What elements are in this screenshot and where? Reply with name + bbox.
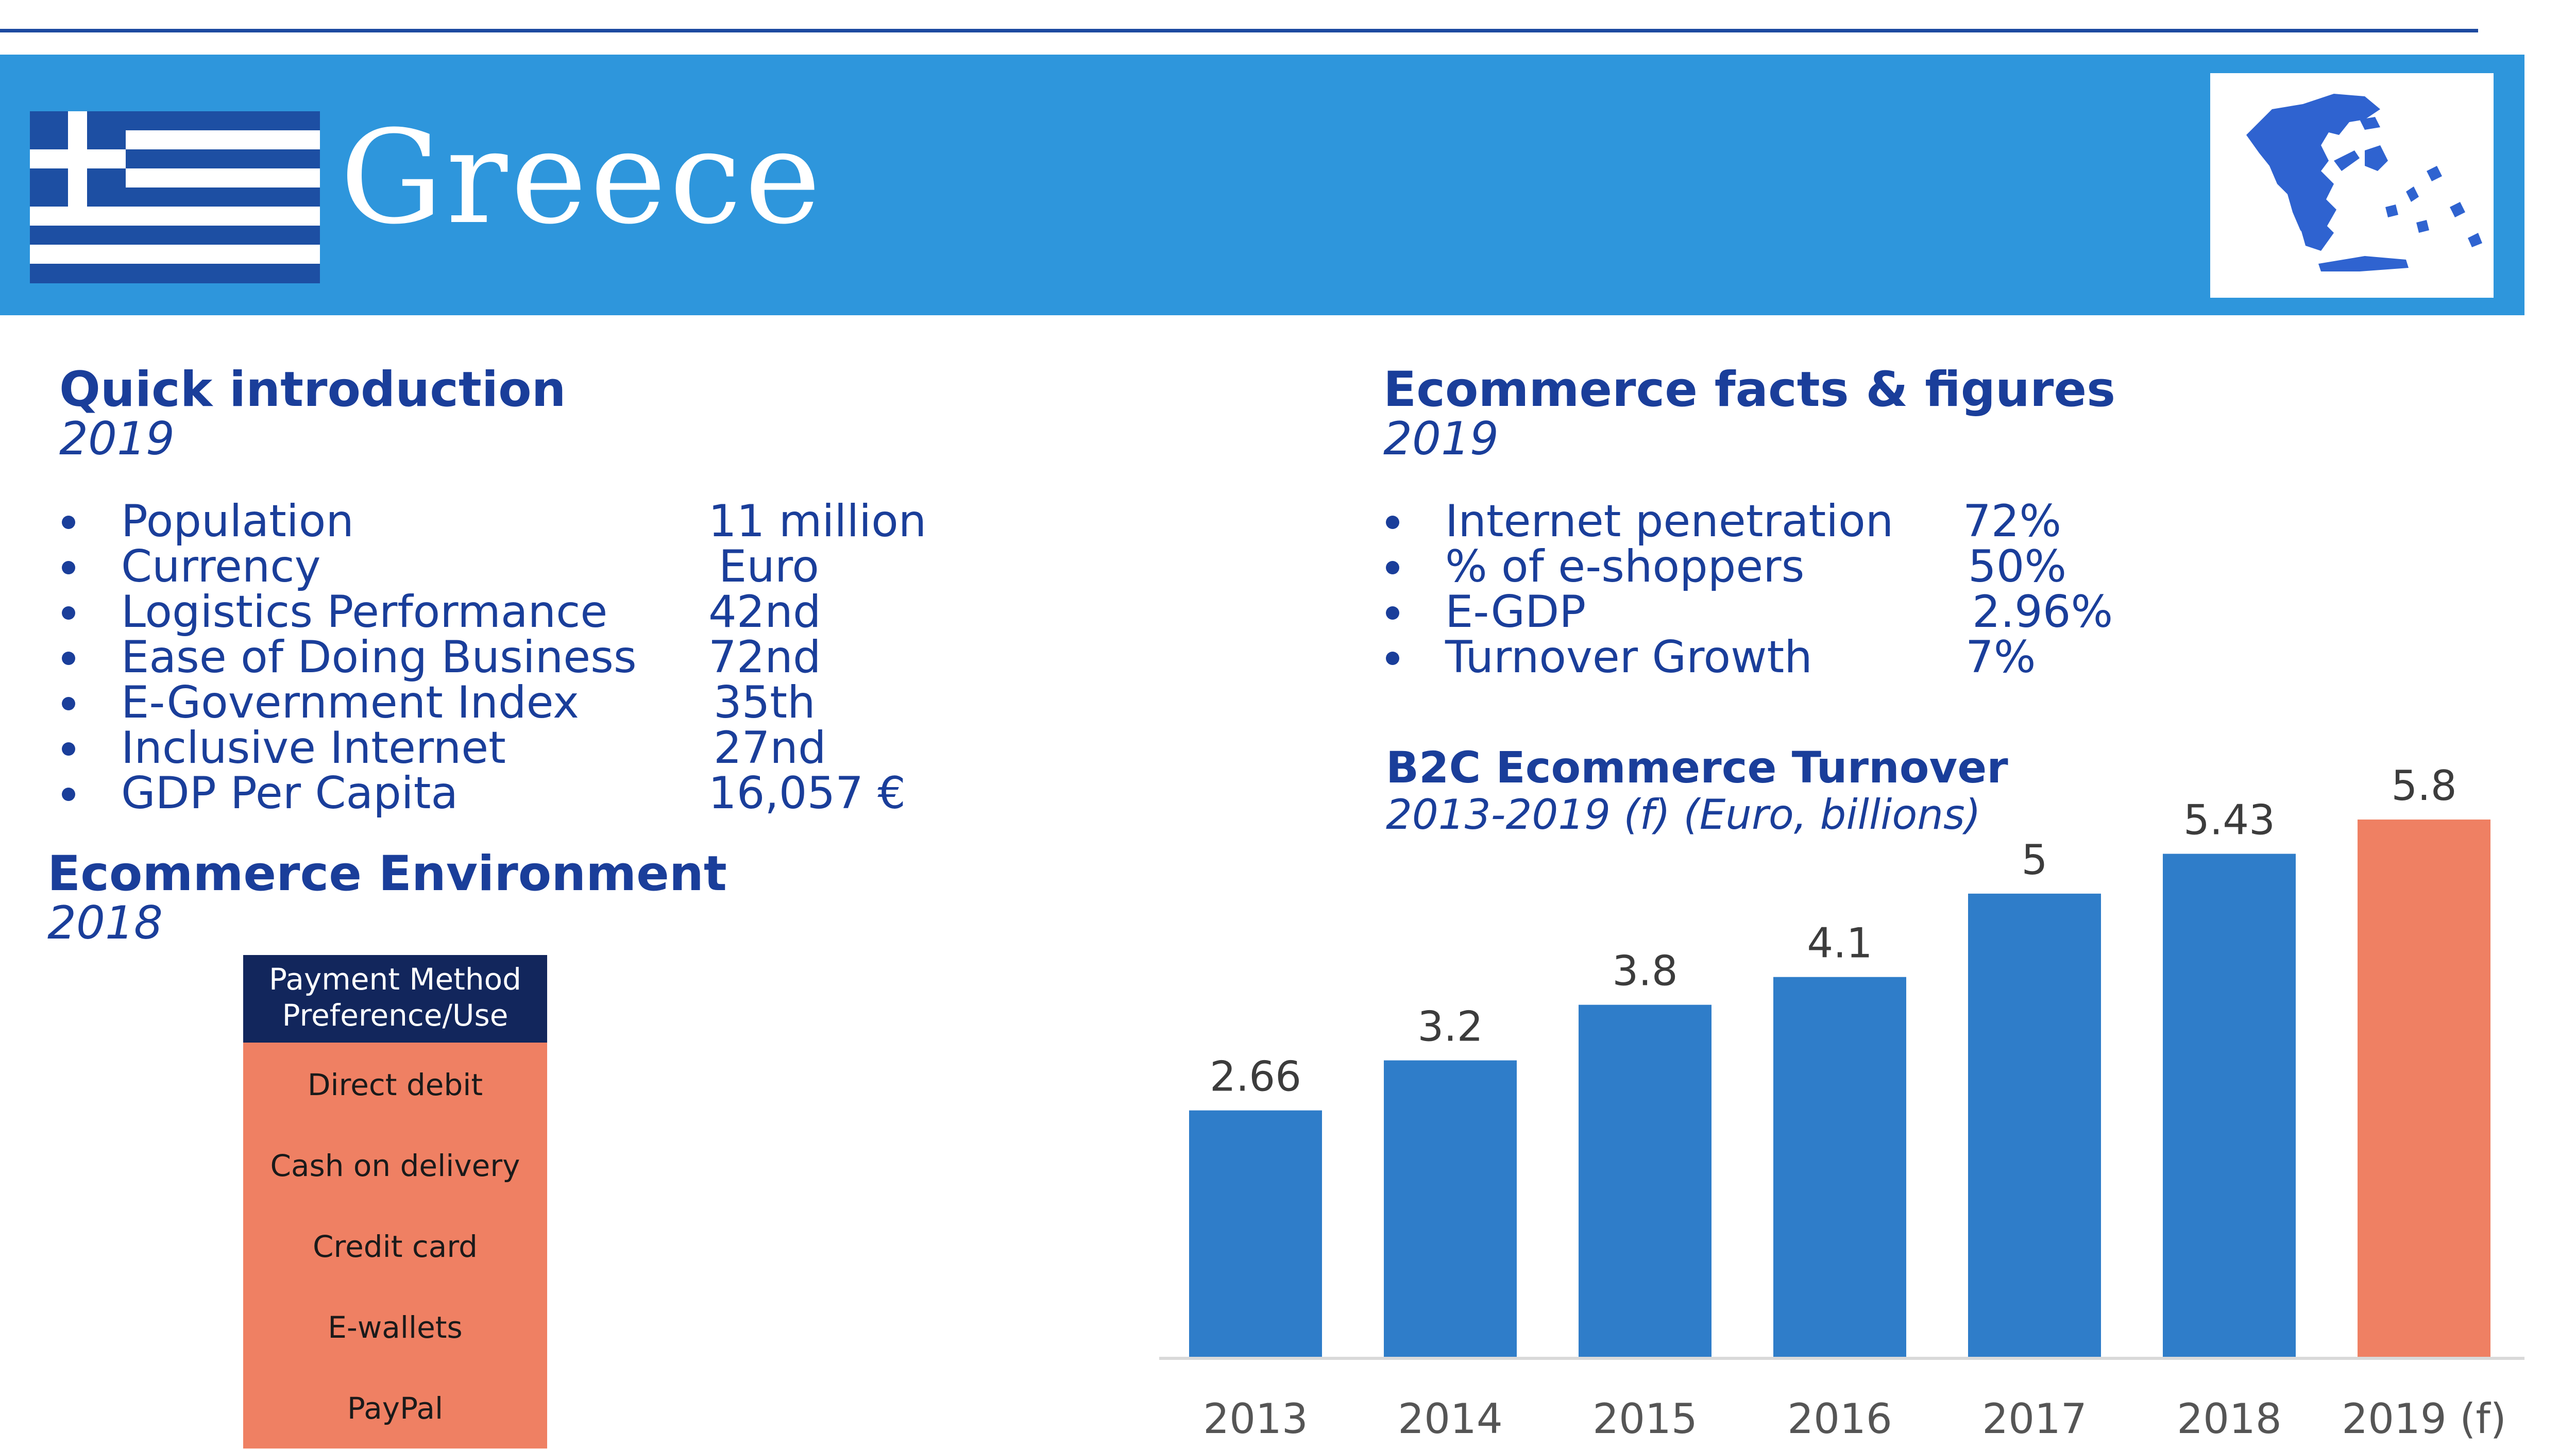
chart-bar [2163,854,2296,1357]
x-tick-label: 2013 [1203,1395,1308,1443]
bar-value-label: 5.43 [2183,796,2275,844]
fact-value: 35th [714,677,816,728]
fact-label: Logistics Performance [121,586,608,638]
x-tick-label: 2016 [1787,1395,1892,1443]
chart-bar [1189,1110,1322,1357]
chart-bar [2358,819,2490,1357]
bar-value-label: 5 [2022,836,2048,884]
list-item: Population 11 million [62,499,938,544]
payment-method-item: Direct debit [307,1067,483,1102]
x-tick-label: 2017 [1982,1395,2087,1443]
payment-table-body: Direct debit Cash on delivery Credit car… [243,1043,547,1448]
ecommerce-env-title: Ecommerce Environment [47,846,727,902]
fact-label: Ease of Doing Business [121,632,637,683]
fact-value: 42nd [708,586,821,638]
quick-intro-title: Quick introduction [59,362,566,418]
x-tick-label: 2014 [1398,1395,1503,1443]
fact-value: 50% [1968,541,2067,592]
fact-label: Internet penetration [1445,496,1894,547]
chart-title: B2C Ecommerce Turnover [1386,742,2008,793]
fact-value: 7% [1965,632,2036,683]
x-tick-label: 2018 [2177,1395,2282,1443]
payment-table-header: Payment Method Preference/Use [243,955,547,1043]
fact-label: Currency [121,541,321,592]
fact-label: % of e-shoppers [1445,541,1805,592]
bar-value-label: 3.8 [1612,947,1677,995]
bar-value-label: 3.2 [1417,1003,1483,1051]
fact-label: Inclusive Internet [121,722,506,774]
x-tick-label: 2019 (f) [2342,1395,2506,1443]
x-tick-label: 2015 [1592,1395,1698,1443]
fact-value: 16,057 € [708,768,906,819]
bar-value-label: 4.1 [1807,919,1872,967]
bar-value-label: 2.66 [1210,1053,1301,1101]
greece-flag-icon [30,111,320,283]
chart-bar [1773,977,1906,1357]
ecommerce-facts-year: 2019 [1383,412,1499,465]
list-item: % of e-shoppers 50% [1386,544,2159,589]
fact-label: E-GDP [1445,586,1586,638]
greece-map-icon [2210,73,2494,298]
payment-method-item: PayPal [347,1391,444,1426]
bar-value-label: 5.8 [2391,762,2456,810]
payment-method-item: E-wallets [328,1310,463,1345]
list-item: Currency Euro [62,544,938,589]
ecommerce-facts-title: Ecommerce facts & figures [1383,362,2116,418]
fact-label: Population [121,496,354,547]
payment-method-table: Payment Method Preference/Use Direct deb… [243,955,547,1448]
fact-label: E-Government Index [121,677,579,728]
chart-bar [1968,893,2101,1357]
fact-value: 2.96% [1972,586,2113,638]
chart-bar [1579,1004,1711,1357]
country-banner [0,55,2524,315]
list-item: E-Government Index 35th [62,680,938,725]
ecommerce-facts-list: Internet penetration 72% % of e-shoppers 5… [1386,499,2159,680]
list-item: Turnover Growth 7% [1386,635,2159,680]
chart-bar [1384,1060,1517,1357]
fact-value: 27nd [714,722,826,774]
list-item: Logistics Performance 42nd [62,589,938,635]
list-item: Ease of Doing Business 72nd [62,635,938,680]
quick-intro-year: 2019 [59,412,175,465]
fact-value: 72% [1963,496,2062,547]
fact-value: 11 million [708,496,927,547]
fact-label: Turnover Growth [1445,632,1812,683]
quick-intro-list: Population 11 million Currency Euro Logist… [62,499,938,816]
list-item: Internet penetration 72% [1386,499,2159,544]
chart-subtitle: 2013-2019 (f) (Euro, billions) [1386,791,1981,839]
list-item: GDP Per Capita 16,057 € [62,771,938,816]
fact-value: Euro [719,541,819,592]
ecommerce-env-year: 2018 [47,896,163,949]
country-title: Greece [340,103,824,252]
payment-method-item: Credit card [313,1229,478,1264]
list-item: Inclusive Internet 27nd [62,725,938,771]
fact-value: 72nd [708,632,821,683]
fact-label: GDP Per Capita [121,768,459,819]
payment-method-item: Cash on delivery [270,1148,520,1183]
list-item: E-GDP 2.96% [1386,589,2159,635]
top-divider-line [0,29,2478,32]
